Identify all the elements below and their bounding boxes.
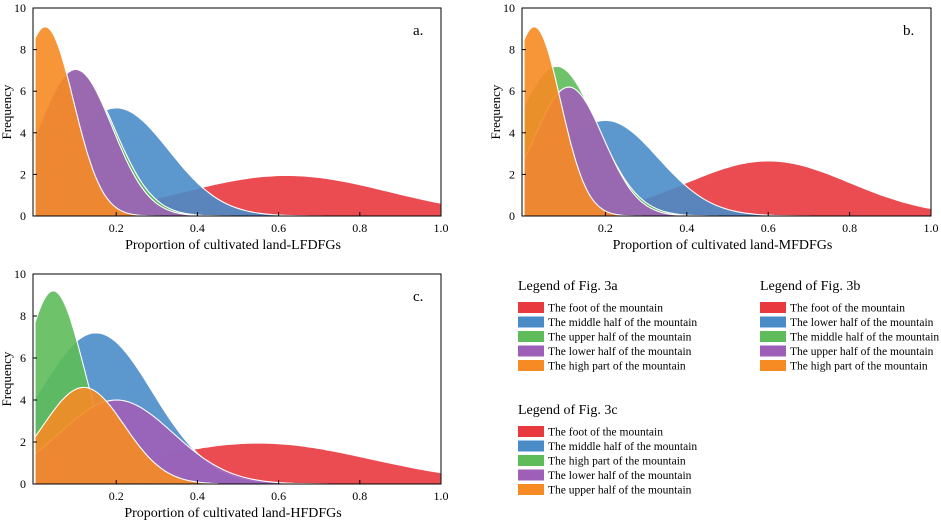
legend-swatch [518,455,544,466]
y-tick-label: 6 [509,84,515,98]
x-tick-label: 0.8 [842,221,857,235]
plot-frame [32,273,442,485]
y-tick-label: 10 [14,1,26,15]
x-tick-label: 0.4 [679,221,694,235]
legend-swatch [518,331,544,342]
x-tick-label: 0.4 [190,221,205,235]
legend-label: The lower half of the mountain [548,470,692,482]
legend-label: The foot of the mountain [790,303,905,315]
y-tick-label: 10 [503,1,515,15]
series-areas [34,26,441,216]
legend-label: The upper half of the mountain [790,346,934,358]
legend-title: Legend of Fig. 3c [518,403,618,418]
legend-title: Legend of Fig. 3b [760,279,860,294]
panel-label: b. [903,23,914,39]
y-tick-label: 2 [20,435,26,449]
legend-swatch [518,484,544,495]
x-tick-label: 0.2 [109,489,124,503]
y-tick-label: 8 [20,43,26,57]
legend-2: Legend of Fig. 3b The foot of the mountai… [760,279,939,373]
x-axis-title: Proportion of cultivated land-LFDFGs [125,238,341,253]
x-axis-title: Proportion of cultivated land-MFDFGs [613,238,833,253]
y-tick-label: 10 [14,267,26,281]
legend-label: The upper half of the mountain [548,332,692,344]
legend-swatch [518,345,544,357]
x-tick-label: 0.8 [352,489,367,503]
y-axis-title: Frequency [488,84,503,139]
x-tick-label: 0.2 [109,221,124,235]
legend-label: The high part of the mountain [790,361,928,373]
x-tick-label: 0.4 [190,489,205,503]
legend-label: The high part of the mountain [548,361,686,373]
y-axis-title: Frequency [0,351,14,406]
y-tick-label: 0 [20,209,26,223]
y-axis-title: Frequency [0,84,14,139]
legend-swatch [518,469,544,481]
legend-1: Legend of Fig. 3a The foot of the mountai… [518,279,697,373]
legend-label: The foot of the mountain [548,427,663,439]
y-tick-label: 4 [509,126,515,140]
legend-label: The middle half of the mountain [548,317,697,329]
panel-label: c. [413,289,423,305]
legend-label: The lower half of the mountain [548,346,692,358]
legend-swatch [760,316,786,328]
legend-swatch [760,360,786,371]
legend-swatch [760,331,786,342]
legend-swatch [518,440,544,452]
y-tick-label: 8 [20,309,26,323]
chart-panel-a: 0 2 4 6 8 10 0.2 0.4 0.6 0.8 1.0 Proportion of cult… [0,1,449,253]
x-tick-label: 0.2 [598,221,613,235]
legend-label: The high part of the mountain [548,456,686,468]
y-tick-label: 4 [20,393,26,407]
legend-label: The middle half of the mountain [790,332,939,344]
panel-label: a. [413,23,423,39]
series-area-5 [34,386,219,484]
legend-swatch [760,345,786,357]
y-tick-label: 2 [20,167,26,181]
legend-label: The lower half of the mountain [790,317,934,329]
x-tick-label: 0.6 [761,221,776,235]
y-tick-label: 2 [509,167,515,181]
x-tick-label: 0.8 [352,221,367,235]
y-tick-label: 0 [20,477,26,491]
series-areas [34,290,441,484]
legend-title: Legend of Fig. 3a [518,279,618,294]
x-tick-label: 0.6 [271,221,286,235]
plot-frame [32,7,442,217]
y-tick-label: 6 [20,84,26,98]
x-tick-label: 1.0 [434,221,449,235]
x-tick-label: 1.0 [924,221,939,235]
y-tick-label: 6 [20,351,26,365]
legend-swatch [518,426,544,437]
chart-panel-b: 0 2 4 6 8 10 0.2 0.4 0.6 0.8 1.0 Proportion of cult… [488,1,939,253]
legend-label: The upper half of the mountain [548,485,692,497]
chart-panel-c: 0 2 4 6 8 10 0.2 0.4 0.6 0.8 1.0 Proportion of cult… [0,267,449,521]
legend-swatch [518,316,544,328]
legend-3: Legend of Fig. 3c The foot of the mountai… [518,403,697,497]
y-tick-label: 4 [20,126,26,140]
legend-swatch [760,302,786,313]
series-areas [523,26,931,216]
x-axis-title: Proportion of cultivated land-HFDFGs [124,506,341,521]
x-tick-label: 1.0 [434,489,449,503]
legend-label: The foot of the mountain [548,303,663,315]
legend-swatch [518,302,544,313]
x-tick-label: 0.6 [271,489,286,503]
legend-swatch [518,360,544,371]
plot-frame [521,7,932,217]
y-tick-label: 8 [509,43,515,57]
y-tick-label: 0 [509,209,515,223]
legend-label: The middle half of the mountain [548,441,697,453]
